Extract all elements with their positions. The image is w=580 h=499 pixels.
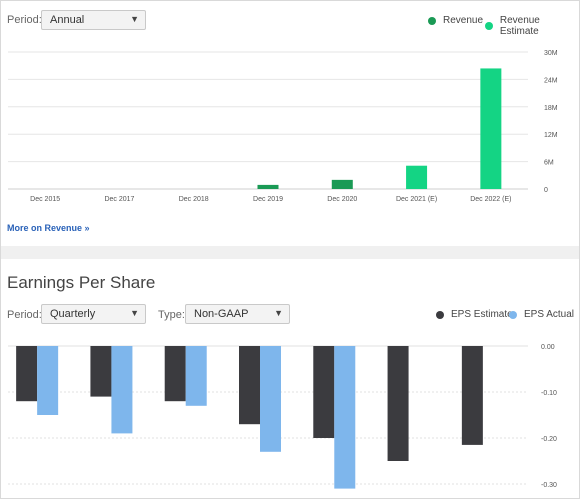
- y-tick-label: -0.10: [541, 390, 557, 397]
- x-tick-label: Dec 2017: [104, 196, 134, 203]
- revenue-estimate-legend-item[interactable]: Revenue Estimate: [485, 15, 580, 37]
- bar: [16, 346, 38, 402]
- eps-estimate-legend-item[interactable]: EPS Estimate: [436, 309, 513, 320]
- revenue-period-value: Annual: [50, 14, 85, 26]
- eps-actual-legend-item[interactable]: EPS Actual: [509, 309, 574, 320]
- bar: [239, 346, 260, 425]
- bar: [461, 346, 483, 445]
- chevron-down-icon: ▼: [274, 308, 283, 318]
- bar: [313, 346, 335, 438]
- y-tick-label: 0: [544, 187, 548, 194]
- eps-period-value: Quarterly: [50, 308, 96, 320]
- y-tick-label: 30M: [544, 50, 558, 57]
- eps-title: Earnings Per Share: [7, 273, 156, 292]
- y-tick-label: -0.30: [541, 482, 557, 489]
- y-tick-label: -0.20: [541, 436, 557, 443]
- bar: [111, 346, 133, 434]
- revenue-chart: 0 6M 12M 18M 24M 30M Dec 2015 Dec 2017 Dec 2018 D…: [8, 50, 558, 203]
- bar: [164, 346, 186, 402]
- bar: [406, 165, 428, 189]
- eps-type-select[interactable]: Non-GAAP ▼: [185, 304, 290, 324]
- bar: [480, 68, 502, 189]
- section-divider: [1, 246, 579, 259]
- revenue-legend-item[interactable]: Revenue: [428, 15, 483, 26]
- bar: [257, 184, 279, 189]
- bar: [185, 346, 207, 406]
- bar: [387, 346, 409, 461]
- x-tick-label: Dec 2021 (E): [396, 196, 437, 203]
- x-tick-label: Dec 2019: [253, 196, 283, 203]
- x-tick-label: Dec 2018: [179, 196, 209, 203]
- legend-label: EPS Actual: [524, 309, 575, 320]
- eps-period-select[interactable]: Quarterly ▼: [41, 304, 146, 324]
- y-tick-label: 12M: [544, 132, 558, 139]
- legend-dot-icon: [436, 310, 444, 319]
- more-on-revenue-link[interactable]: More on Revenue »: [7, 223, 90, 233]
- y-tick-label: 18M: [544, 105, 558, 112]
- eps-type-label: Type:: [158, 309, 185, 321]
- x-tick-label: Dec 2015: [30, 196, 60, 203]
- x-tick-label: Dec 2022 (E): [470, 196, 511, 203]
- legend-dot-icon: [509, 310, 517, 319]
- bar: [334, 346, 356, 489]
- bar: [260, 346, 281, 452]
- x-tick-label: Dec 2020: [327, 196, 357, 203]
- bar: [37, 346, 59, 415]
- legend-dot-icon: [428, 16, 436, 25]
- legend-label: Revenue Estimate: [499, 15, 540, 37]
- bar: [331, 179, 353, 189]
- legend-label: EPS Estimate: [451, 309, 513, 320]
- eps-chart: 0.00 -0.10 -0.20 -0.30: [8, 344, 557, 489]
- eps-type-value: Non-GAAP: [194, 308, 249, 320]
- chevron-down-icon: ▼: [130, 14, 139, 24]
- revenue-period-label: Period:: [7, 14, 42, 26]
- y-tick-label: 0.00: [541, 344, 555, 351]
- legend-label: Revenue: [443, 15, 484, 26]
- y-tick-label: 6M: [544, 160, 554, 167]
- bar: [90, 346, 112, 397]
- revenue-period-select[interactable]: Annual ▼: [41, 10, 146, 30]
- legend-dot-icon: [485, 22, 493, 30]
- chevron-down-icon: ▼: [130, 308, 139, 318]
- eps-period-label: Period:: [7, 309, 42, 321]
- y-tick-label: 24M: [544, 77, 558, 84]
